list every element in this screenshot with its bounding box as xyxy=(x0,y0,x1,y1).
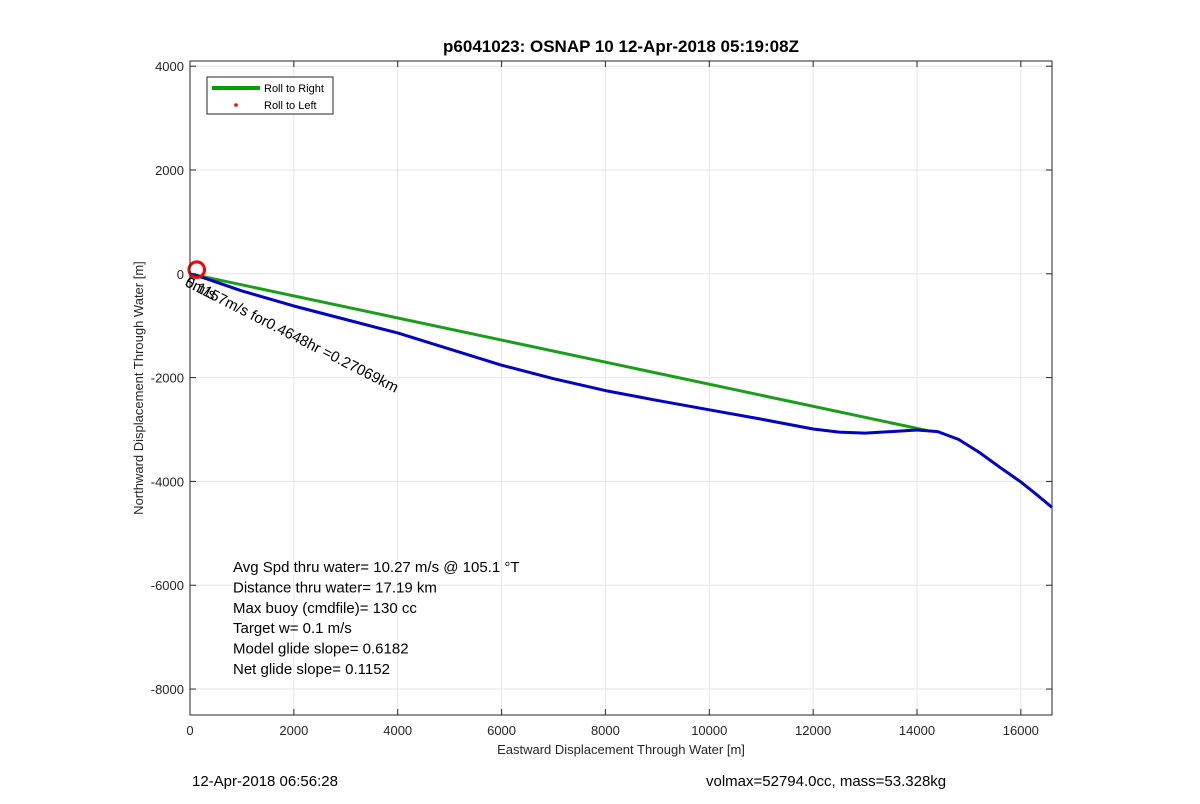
series-layer xyxy=(187,260,1053,509)
stats-line: Net glide slope= 0.1152 xyxy=(233,661,390,678)
y-tick-label: -6000 xyxy=(151,578,184,593)
x-tick-label: 12000 xyxy=(795,723,831,738)
ticks: 0 2000 4000 6000 8000 10000 12000 14000 16000 400… xyxy=(151,59,1052,738)
legend-label: Roll to Right xyxy=(264,83,324,95)
annotations: 5m/s0.1157m/s for0.4648hr =0.27069km xyxy=(182,274,401,397)
legend: Roll to Right Roll to Left xyxy=(206,76,334,115)
stats-block: Avg Spd thru water= 10.27 m/s @ 105.1 °T… xyxy=(233,559,520,678)
y-axis-label: Northward Displacement Through Water [m] xyxy=(131,261,146,515)
y-tick-label: -2000 xyxy=(151,371,184,386)
x-tick-label: 16000 xyxy=(1003,723,1039,738)
axes-box xyxy=(189,60,1053,716)
y-tick-label: -8000 xyxy=(151,682,184,697)
footer-timestamp: 12-Apr-2018 06:56:28 xyxy=(192,773,338,790)
rotated-annotation: 0.1157m/s for0.4648hr =0.27069km xyxy=(182,274,401,397)
chart-title: p6041023: OSNAP 10 12-Apr-2018 05:19:08Z xyxy=(443,37,799,56)
legend-box xyxy=(206,76,334,115)
legend-swatch-dot xyxy=(234,103,238,107)
x-tick-label: 14000 xyxy=(899,723,935,738)
series-roll-to-right xyxy=(189,272,928,433)
footer-volmax-mass: volmax=52794.0cc, mass=53.328kg xyxy=(706,773,947,790)
y-tick-label: 2000 xyxy=(155,163,184,178)
stats-line: Target w= 0.1 m/s xyxy=(233,620,352,637)
grid xyxy=(189,61,1052,715)
x-tick-label: 6000 xyxy=(487,723,516,738)
series-roll-left-circle xyxy=(187,260,207,279)
x-tick-label: 8000 xyxy=(591,723,620,738)
x-tick-label: 0 xyxy=(186,723,193,738)
x-tick-label: 10000 xyxy=(691,723,727,738)
legend-label: Roll to Left xyxy=(264,100,317,112)
x-tick-label: 4000 xyxy=(383,723,412,738)
y-tick-label: -4000 xyxy=(151,474,184,489)
stats-line: Model glide slope= 0.6182 xyxy=(233,641,409,658)
y-tick-label: 4000 xyxy=(155,59,184,74)
series-track-1 xyxy=(189,272,1053,509)
stats-line: Avg Spd thru water= 10.27 m/s @ 105.1 °T xyxy=(233,559,520,576)
x-axis-label: Eastward Displacement Through Water [m] xyxy=(497,742,745,757)
x-tick-label: 2000 xyxy=(279,723,308,738)
stats-line: Max buoy (cmdfile)= 130 cc xyxy=(233,600,417,617)
y-tick-label: 0 xyxy=(177,267,184,282)
stats-line: Distance thru water= 17.19 km xyxy=(233,579,437,596)
